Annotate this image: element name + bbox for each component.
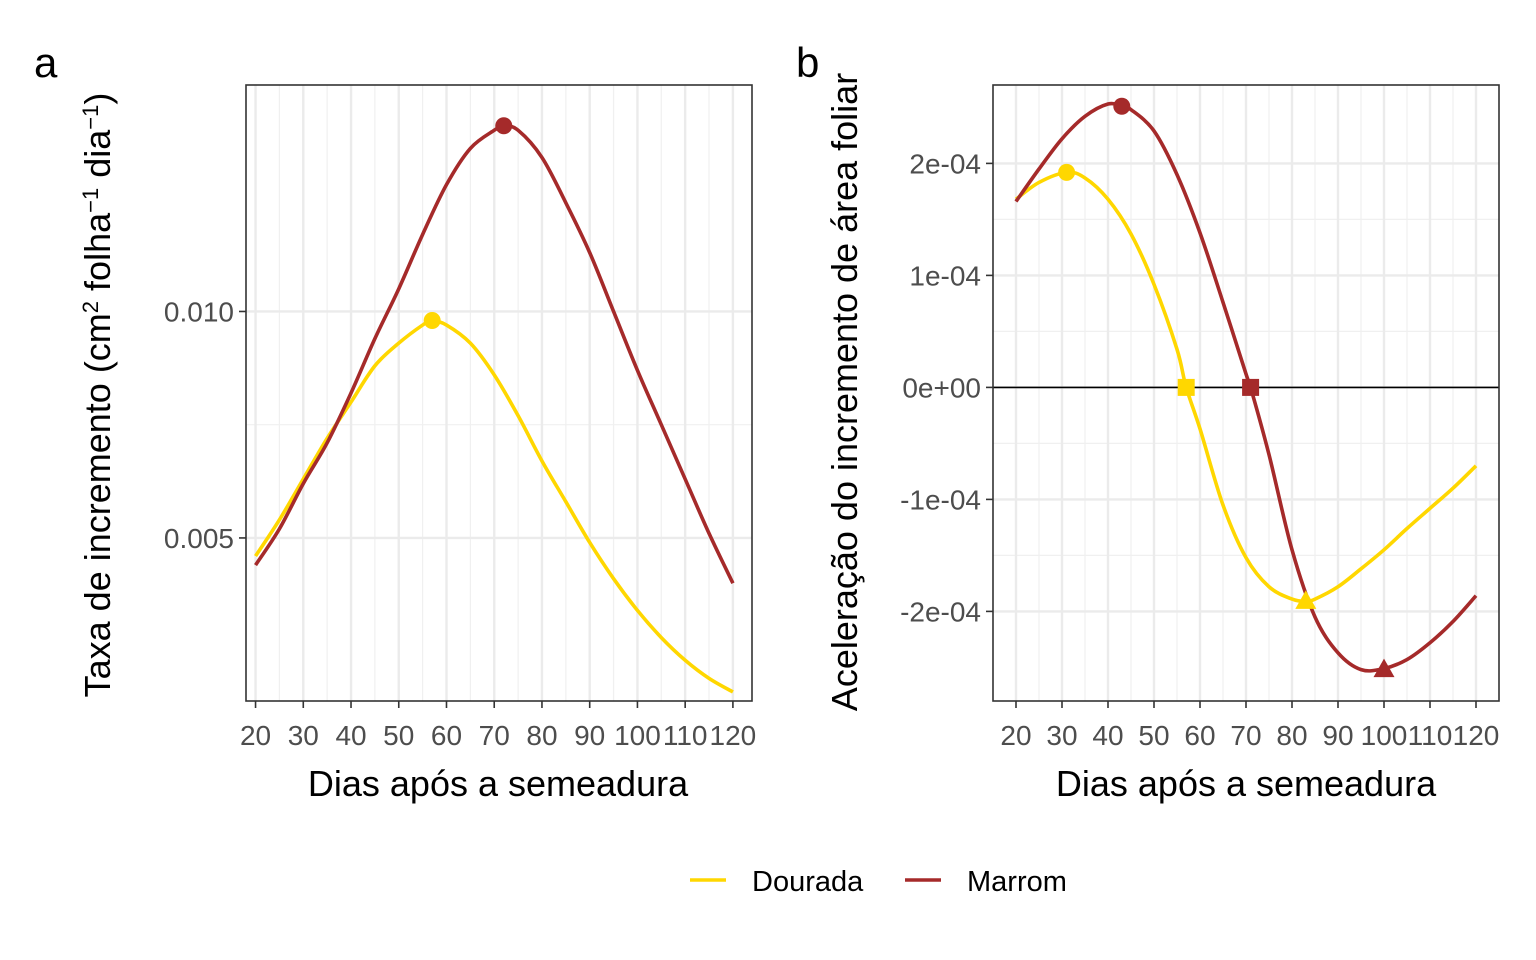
y-tick-label: 0.005: [164, 523, 234, 554]
panel-b-x-axis-title: Dias após a semeadura: [1056, 763, 1437, 804]
x-tick-label: 100: [614, 720, 661, 751]
marker-triangle-marrom: [1373, 658, 1395, 678]
panel-a-y-title-mid: folha: [77, 212, 118, 301]
legend: Dourada Marrom: [690, 866, 1067, 898]
panel-a-y-title-end: ): [77, 93, 118, 105]
panel-b-y-axis-title: Aceleração do incremento de área foliar: [824, 73, 865, 711]
panel-a-y-ticks: 0.005 0.010: [164, 296, 246, 554]
series-line-dourada: [1014, 170, 1478, 604]
marker-square-marrom: [1242, 378, 1260, 396]
marker-circle-dourada: [423, 312, 441, 330]
x-tick-label: 70: [1230, 720, 1261, 751]
panel-b-tag: b: [796, 39, 819, 86]
x-tick-label: 40: [335, 720, 366, 751]
y-tick-label: 2e-04: [909, 148, 981, 179]
x-tick-label: 80: [526, 720, 557, 751]
x-tick-label: 120: [710, 720, 757, 751]
x-tick-label: 20: [1000, 720, 1031, 751]
x-tick-label: 30: [1046, 720, 1077, 751]
panel-a-y-title-sup2: −1: [78, 188, 103, 213]
panel-a-y-title-mid2: dia: [77, 129, 118, 188]
x-tick-label: 40: [1092, 720, 1123, 751]
marker-square-dourada: [1177, 378, 1195, 396]
marker-circle-marrom: [1113, 97, 1131, 115]
y-tick-label: 1e-04: [909, 260, 981, 291]
panel-a-y-axis-title: Taxa de incremento (cm2 folha−1 dia−1): [77, 93, 118, 698]
panel-b: b 20 30 40 50 60 70 80 90 100 110 120 -2e-04 -1e-04…: [796, 39, 1500, 804]
legend-label: Marrom: [967, 866, 1067, 898]
x-tick-label: 60: [1184, 720, 1215, 751]
legend-label: Dourada: [752, 866, 864, 898]
marker-triangle-dourada: [1295, 590, 1317, 609]
x-tick-label: 90: [574, 720, 605, 751]
panel-b-x-ticks: 20 30 40 50 60 70 80 90 100 110 120: [1000, 701, 1499, 751]
panel-a: a 20 30 40 50 60 70 80 90 100 110 120 0.005 0.010 D…: [34, 39, 756, 804]
legend-item-marrom: Marrom: [905, 866, 1067, 898]
panel-a-y-title-sup3: −1: [78, 105, 103, 130]
x-tick-label: 50: [383, 720, 414, 751]
x-tick-label: 120: [1453, 720, 1500, 751]
panel-a-grid: [246, 85, 752, 701]
panel-b-markers: [1058, 97, 1395, 678]
legend-item-dourada: Dourada: [690, 866, 864, 898]
panel-b-y-ticks: -2e-04 -1e-04 0e+00 1e-04 2e-04: [900, 148, 993, 627]
y-tick-label: -1e-04: [900, 484, 981, 515]
y-tick-label: -2e-04: [900, 596, 981, 627]
panel-a-x-axis-title: Dias após a semeadura: [308, 763, 689, 804]
y-tick-label: 0e+00: [902, 372, 981, 403]
x-tick-label: 90: [1322, 720, 1353, 751]
panel-a-y-title-sup1: 2: [78, 301, 103, 313]
x-tick-label: 110: [663, 720, 708, 751]
x-tick-label: 20: [240, 720, 271, 751]
x-tick-label: 70: [479, 720, 510, 751]
marker-circle-dourada: [1058, 163, 1076, 181]
marker-circle-marrom: [495, 117, 513, 135]
x-tick-label: 30: [288, 720, 319, 751]
panel-a-x-ticks: 20 30 40 50 60 70 80 90 100 110 120: [240, 701, 756, 751]
y-tick-label: 0.010: [164, 296, 234, 327]
panel-a-markers: [423, 117, 513, 330]
x-tick-label: 60: [431, 720, 462, 751]
x-tick-label: 80: [1276, 720, 1307, 751]
x-tick-label: 110: [1408, 720, 1453, 751]
x-tick-label: 50: [1138, 720, 1169, 751]
x-tick-label: 100: [1361, 720, 1408, 751]
panel-a-tag: a: [34, 39, 58, 86]
panel-a-y-title-main: Taxa de incremento (cm: [77, 313, 118, 697]
panel-a-frame: [245, 84, 753, 702]
